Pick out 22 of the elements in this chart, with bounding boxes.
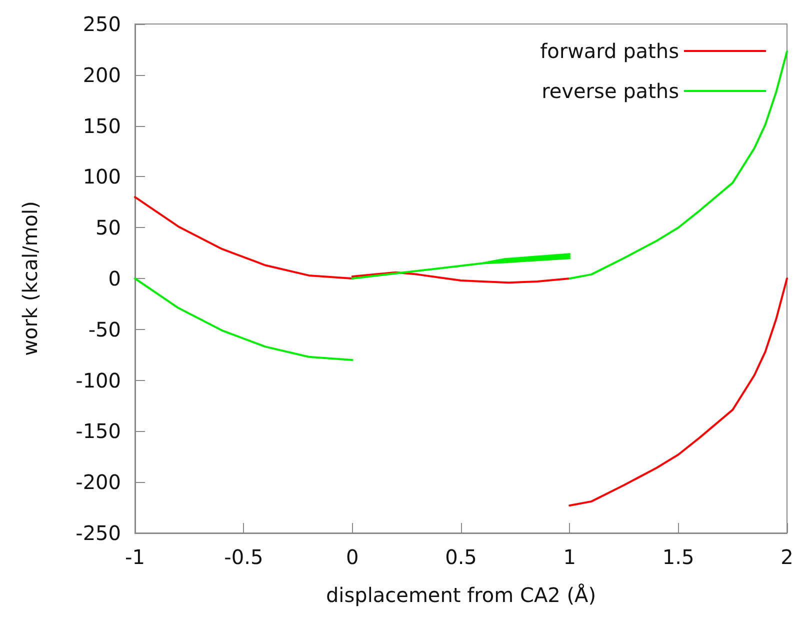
y-tick-label: -50 [88,317,121,342]
x-tick-label: -1 [125,545,145,569]
y-axis-title: work (kcal/mol) [18,201,42,356]
y-tick-label: -250 [76,521,121,545]
y-tick-label: -150 [76,419,121,444]
x-tick-label: 2 [780,545,794,569]
y-tick-label: 0 [108,266,121,290]
legend-label: reverse paths [542,79,679,103]
y-tick-label: -100 [76,368,121,392]
x-axis-title: displacement from CA2 (Å) [326,583,596,607]
legend-label: forward paths [540,39,679,63]
y-tick-label: 50 [96,216,121,240]
x-tick-label: 0.5 [445,545,477,569]
x-tick-label: -0.5 [224,545,264,569]
y-tick-label: 150 [82,114,121,138]
y-tick-label: 100 [82,164,121,189]
x-tick-label: 1 [563,545,576,569]
y-tick-label: -200 [76,470,121,494]
y-tick-label: 250 [82,12,121,36]
y-tick-label: 200 [82,62,121,87]
x-tick-label: 1.5 [662,545,694,569]
x-tick-label: 0 [346,545,359,569]
